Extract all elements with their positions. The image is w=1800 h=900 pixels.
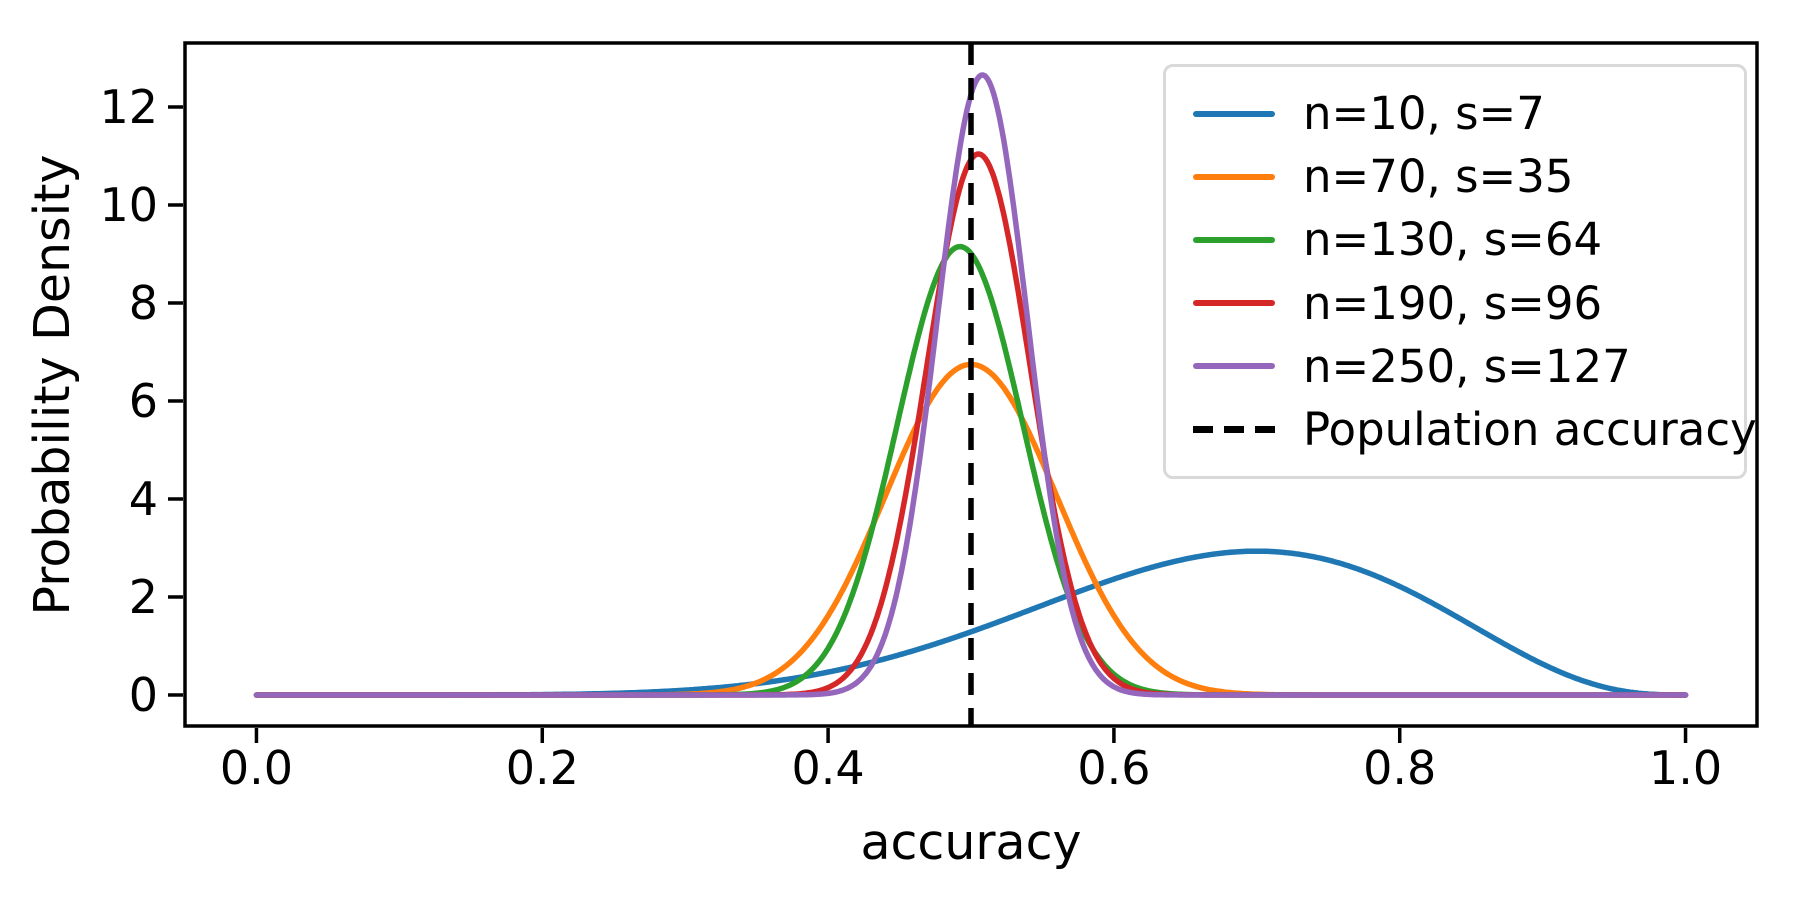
legend-label: n=190, s=96 xyxy=(1303,276,1603,330)
y-tick-label: 6 xyxy=(129,374,158,428)
legend-line-swatch xyxy=(1193,363,1275,370)
legend-item: n=10, s=7 xyxy=(1166,91,1744,136)
y-axis-label: Probability Density xyxy=(24,155,81,616)
legend-dashed-line-swatch xyxy=(1193,425,1275,433)
y-tick-label: 2 xyxy=(129,570,158,624)
legend-label: n=250, s=127 xyxy=(1303,339,1631,393)
legend: n=10, s=7 n=70, s=35 n=130, s=64 n=190, s=9… xyxy=(1163,64,1757,479)
legend-item: n=190, s=96 xyxy=(1166,281,1744,326)
x-tick-label: 0.0 xyxy=(220,741,293,795)
legend-line-swatch xyxy=(1193,110,1275,117)
legend-item: n=130, s=64 xyxy=(1166,217,1744,262)
legend-label: n=130, s=64 xyxy=(1303,213,1603,267)
x-axis-label: accuracy xyxy=(860,814,1081,871)
y-tick-label: 4 xyxy=(129,472,158,526)
axes-spines xyxy=(183,41,1759,728)
x-tick-label: 0.8 xyxy=(1363,741,1436,795)
legend-line-swatch xyxy=(1193,173,1275,180)
x-tick-label: 1.0 xyxy=(1649,741,1722,795)
y-tick-label: 10 xyxy=(99,178,158,232)
x-tick-label: 0.4 xyxy=(792,741,865,795)
legend-label: n=70, s=35 xyxy=(1303,150,1574,204)
legend-line-swatch xyxy=(1193,236,1275,243)
y-tick-label: 12 xyxy=(99,80,158,134)
x-tick-label: 0.2 xyxy=(506,741,579,795)
legend-label: n=10, s=7 xyxy=(1303,87,1545,141)
x-tick-label: 0.6 xyxy=(1077,741,1150,795)
legend-item: Population accuracy xyxy=(1166,407,1757,452)
y-tick-label: 0 xyxy=(129,668,158,722)
legend-label: Population accuracy xyxy=(1303,402,1757,456)
legend-item: n=70, s=35 xyxy=(1166,154,1744,199)
legend-line-swatch xyxy=(1193,300,1275,307)
y-tick-label: 8 xyxy=(129,276,158,330)
legend-item: n=250, s=127 xyxy=(1166,344,1744,389)
